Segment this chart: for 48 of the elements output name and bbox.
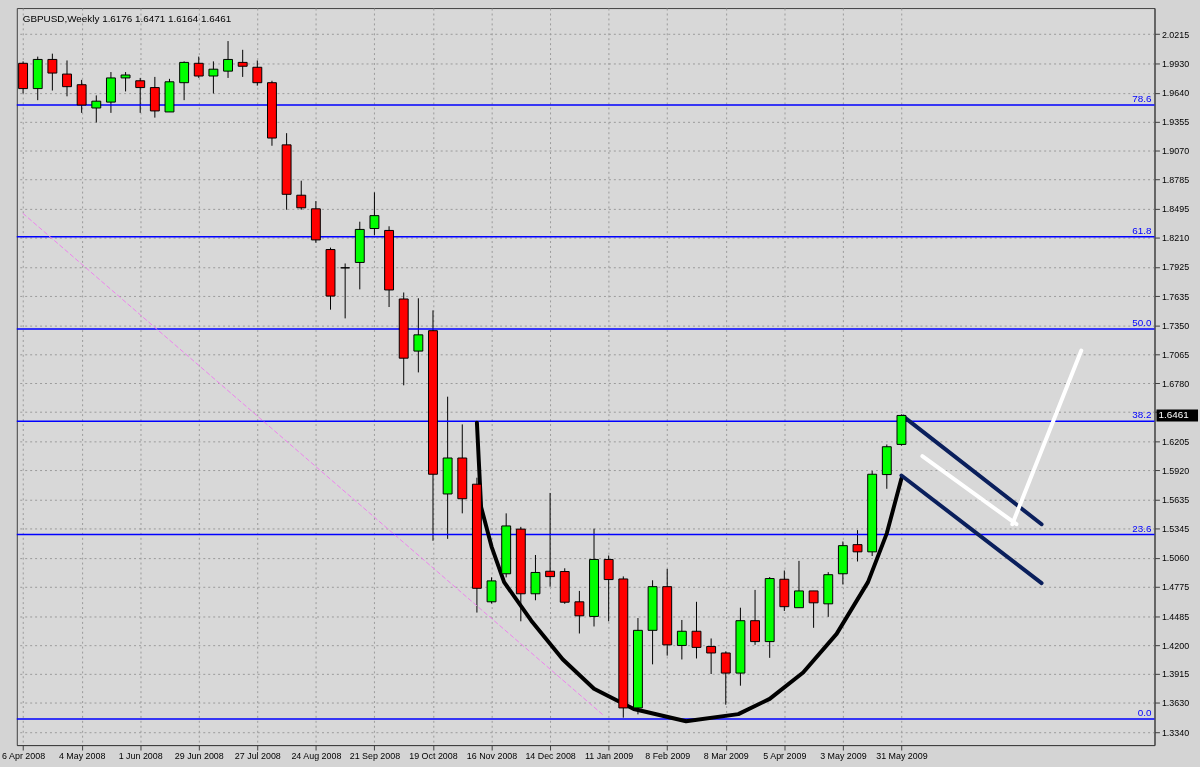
y-tick-label: 1.6205 [1161,436,1190,447]
y-tick-label: 1.8210 [1161,233,1190,244]
annotation: 23.6 [1132,522,1153,534]
y-tick-label: 1.3340 [1161,727,1190,738]
y-tick-label: 1.6780 [1161,378,1190,389]
x-tick-label: 16 Nov 2008 [466,751,518,762]
x-tick-label: 27 Jul 2008 [234,751,281,762]
annotation: 78.6 [1132,93,1153,105]
y-tick-label: 1.5635 [1161,494,1190,505]
y-tick-label: 1.4200 [1161,640,1190,651]
chart-title: GBPUSD,Weekly 1.6176 1.6471 1.6164 1.6461 [22,12,232,24]
y-tick-label: 1.9930 [1161,58,1190,69]
x-tick-label: 4 May 2008 [58,751,106,762]
y-tick-label: 1.9640 [1161,88,1190,99]
y-tick-label: 1.9070 [1161,146,1190,156]
y-tick-label: 1.7350 [1161,320,1190,331]
text: 1.6461 [1158,409,1190,421]
y-tick-label: 1.8785 [1161,174,1190,185]
y-tick-label: 1.3630 [1161,698,1190,709]
x-tick-label: 11 Jan 2009 [585,751,634,762]
y-tick-label: 1.4775 [1161,582,1190,593]
y-tick-label: 1.9355 [1161,117,1190,128]
x-tick-label: 8 Mar 2009 [703,751,749,762]
x-tick-label: 24 Aug 2008 [291,751,342,762]
annotation: 38.2 [1132,409,1152,421]
y-tick-label: 1.5345 [1161,524,1190,535]
x-tick-label: 19 Oct 2008 [409,751,458,762]
y-tick-label: 1.3915 [1161,669,1190,680]
y-tick-label: 1.5060 [1161,553,1190,564]
x-tick-label: 1 Jun 2008 [118,751,163,762]
y-tick-label: 2.0215 [1161,29,1190,40]
x-tick-label: 3 May 2009 [820,751,867,762]
annotation: 61.8 [1132,224,1153,236]
y-tick-label: 1.7635 [1161,291,1190,302]
y-tick-label: 1.7065 [1161,349,1190,360]
y-tick-label: 1.5920 [1161,465,1190,476]
annotation: 0.0 [1137,706,1153,718]
x-tick-label: 6 Apr 2008 [2,751,46,762]
x-tick-label: 8 Feb 2009 [645,751,691,762]
y-tick-label: 1.4485 [1161,611,1190,622]
x-tick-label: 5 Apr 2009 [763,751,807,762]
x-tick-label: 21 Sep 2008 [349,751,401,762]
x-tick-label: 29 Jun 2008 [174,751,224,762]
y-tick-label: 1.7925 [1161,262,1190,273]
y-tick-label: 1.8495 [1161,204,1190,215]
annotation: 50.0 [1132,317,1153,329]
x-tick-label: 14 Dec 2008 [525,751,576,762]
x-tick-label: 31 May 2009 [876,751,928,762]
